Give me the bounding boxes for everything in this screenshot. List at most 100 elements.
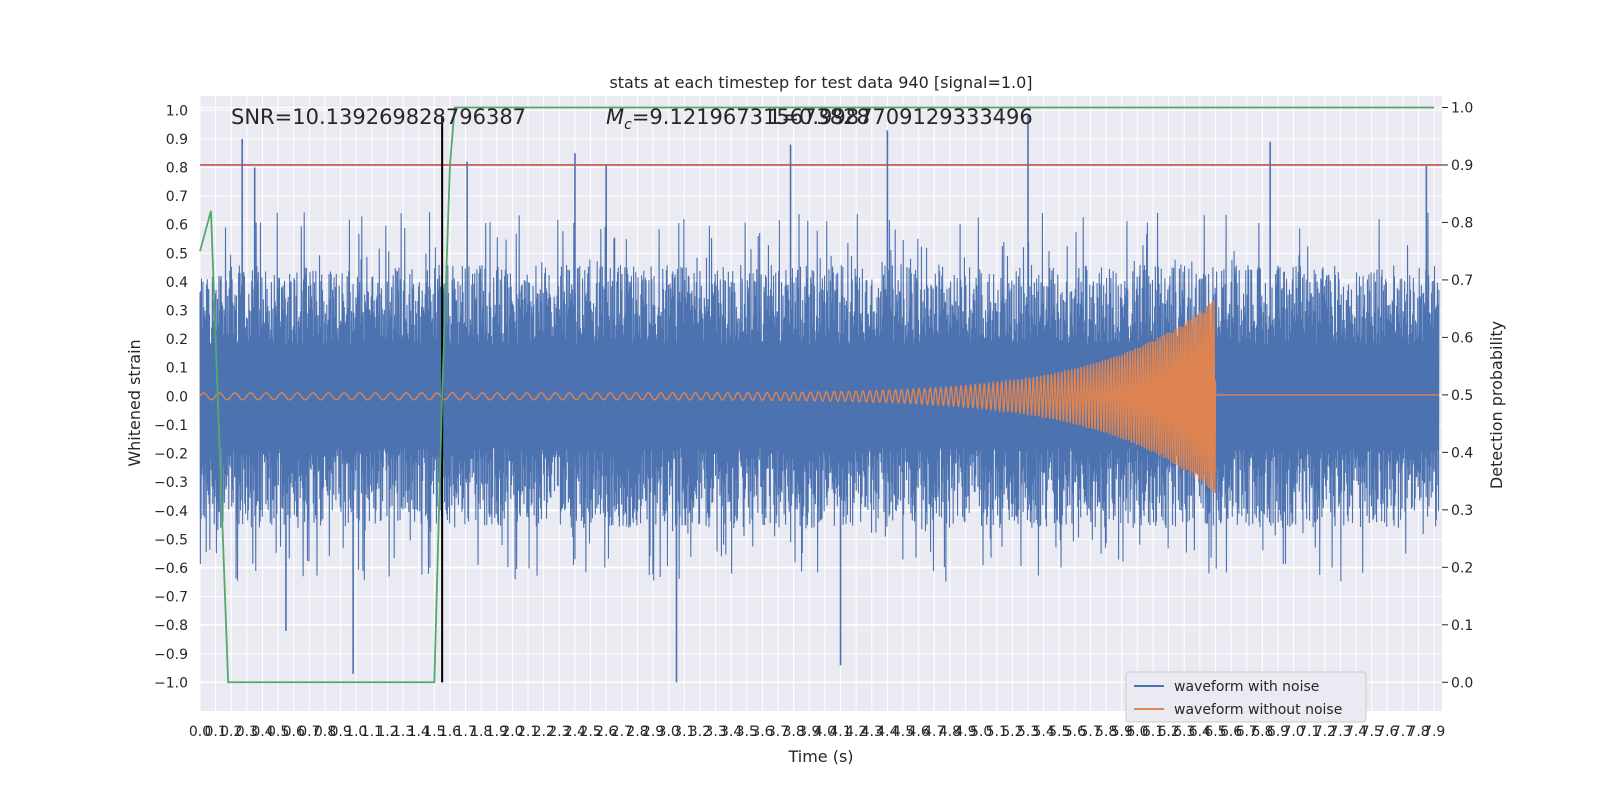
x-tick-label: 1.4 — [408, 724, 430, 740]
x-tick-label: 2.9 — [642, 724, 664, 740]
y2-tick-label: 0.7 — [1451, 273, 1473, 289]
y-tick-label: −0.1 — [154, 418, 188, 434]
x-tick-label: 1.5 — [423, 724, 445, 740]
x-tick-label: 4.0 — [814, 724, 836, 740]
x-tick-label: 4.5 — [892, 724, 914, 740]
noisy-waveform-line — [199, 212, 1440, 582]
x-tick-label: 2.3 — [548, 724, 570, 740]
series-waveform-with-noise — [199, 116, 1440, 683]
legend-label: waveform without noise — [1174, 702, 1342, 718]
x-tick-label: 3.1 — [673, 724, 695, 740]
y2-tick-label: 0.9 — [1451, 158, 1473, 174]
x-tick-label: 3.6 — [751, 724, 773, 740]
y-tick-label: 1.0 — [166, 103, 188, 119]
x-tick-label: 2.1 — [517, 724, 539, 740]
x-tick-label: 6.2 — [1157, 724, 1179, 740]
y-axis-ticks: −1.0 −0.9 −0.8 −0.7 −0.6 −0.5 −0.4 −0.3 −0.2 −0.1… — [154, 103, 188, 691]
x-tick-label: 1.9 — [486, 724, 508, 740]
x-axis-ticks: 0.00.10.20.30.40.50.60.70.80.91.01.11.21… — [189, 724, 1445, 740]
x-tick-label: 5.0 — [970, 724, 992, 740]
y-tick-label: −0.4 — [154, 504, 188, 520]
x-tick-label: 7.4 — [1345, 724, 1367, 740]
y-tick-label: 0.3 — [166, 304, 188, 320]
y-tick-label: −0.9 — [154, 647, 188, 663]
series-waveform-without-noise — [199, 300, 1439, 493]
x-tick-label: 7.2 — [1314, 724, 1336, 740]
x-tick-label: 4.2 — [845, 724, 867, 740]
x-tick-label: 0.7 — [298, 724, 320, 740]
x-tick-label: 6.5 — [1204, 724, 1226, 740]
y2-tick-label: 0.5 — [1451, 388, 1473, 404]
y2-tick-label: 0.4 — [1451, 445, 1473, 461]
y-tick-label: −0.5 — [154, 532, 188, 548]
x-tick-label: 2.2 — [533, 724, 555, 740]
x-tick-label: 3.9 — [798, 724, 820, 740]
detection-probability-line — [199, 106, 1435, 684]
x-tick-label: 2.4 — [564, 724, 586, 740]
x-tick-label: 3.7 — [767, 724, 789, 740]
x-tick-label: 1.3 — [392, 724, 414, 740]
y2-tick-label: 0.2 — [1451, 560, 1473, 576]
x-tick-label: 0.4 — [251, 724, 273, 740]
x-tick-label: 0.2 — [220, 724, 242, 740]
x-tick-label: 3.0 — [658, 724, 680, 740]
y-tick-label: 0.6 — [166, 218, 188, 234]
legend-box — [1125, 671, 1367, 723]
snr-annotation: SNR=10.139269828796387 — [231, 105, 526, 129]
y2-tick-label: 0.8 — [1451, 215, 1473, 231]
x-tick-label: 7.0 — [1282, 724, 1304, 740]
x-tick-label: 4.6 — [908, 724, 930, 740]
y-tick-label: 0.4 — [166, 275, 188, 291]
x-tick-label: 7.6 — [1376, 724, 1398, 740]
x-tick-label: 1.0 — [345, 724, 367, 740]
y-tick-label: −0.2 — [154, 447, 188, 463]
x-tick-label: 6.6 — [1220, 724, 1242, 740]
x-tick-label: 2.7 — [611, 724, 633, 740]
x-tick-label: 1.6 — [439, 724, 461, 740]
x-tick-label: 2.0 — [501, 724, 523, 740]
y-tick-label: −1.0 — [154, 675, 188, 691]
y-tick-label: 0.7 — [166, 189, 188, 205]
x-tick-label: 4.3 — [861, 724, 883, 740]
legend-label: waveform with noise — [1174, 679, 1319, 695]
chart-title: stats at each timestep for test data 940… — [609, 73, 1032, 92]
y2-tick-label: 0.1 — [1451, 618, 1473, 634]
x-tick-label: 6.7 — [1236, 724, 1258, 740]
y2-axis-label: Detection probability — [1487, 321, 1506, 489]
x-tick-label: 4.1 — [829, 724, 851, 740]
x-tick-label: 1.8 — [470, 724, 492, 740]
y2-tick-label: 0.0 — [1451, 675, 1473, 691]
annotations: SNR=10.139269828796387 Mc=9.1219673156738… — [231, 105, 1033, 133]
x-tick-label: 0.3 — [236, 724, 258, 740]
x-tick-label: 5.5 — [1048, 724, 1070, 740]
y-tick-label: 0.0 — [166, 389, 188, 405]
y-tick-label: 0.9 — [166, 132, 188, 148]
y2-tick-label: 0.6 — [1451, 330, 1473, 346]
x-tick-label: 4.9 — [954, 724, 976, 740]
x-tick-label: 5.8 — [1095, 724, 1117, 740]
x-tick-label: 6.9 — [1267, 724, 1289, 740]
x-tick-label: 7.5 — [1361, 724, 1383, 740]
chirp-mass-annotation: Mc=9.121967315673828 — [606, 105, 870, 133]
x-tick-label: 0.1 — [204, 724, 226, 740]
x-tick-label: 0.9 — [329, 724, 351, 740]
x-tick-label: 0.5 — [267, 724, 289, 740]
x-tick-label: 0.0 — [189, 724, 211, 740]
x-tick-label: 5.3 — [1017, 724, 1039, 740]
x-tick-label: 4.8 — [939, 724, 961, 740]
x-tick-label: 3.8 — [783, 724, 805, 740]
x-tick-label: 4.4 — [876, 724, 898, 740]
legend: waveform with noise waveform without nois… — [1125, 671, 1367, 723]
y2-tick-label: 0.3 — [1451, 503, 1473, 519]
x-tick-label: 2.8 — [626, 724, 648, 740]
x-tick-label: 3.3 — [704, 724, 726, 740]
x-tick-label: 7.1 — [1298, 724, 1320, 740]
x-tick-label: 5.1 — [986, 724, 1008, 740]
y-axis-label: Whitened strain — [125, 339, 144, 466]
x-tick-label: 0.8 — [314, 724, 336, 740]
probability-annotation: 1=0.9987709129333496 — [768, 105, 1033, 129]
x-tick-label: 5.2 — [1001, 724, 1023, 740]
overlay-lines — [199, 106, 1442, 684]
x-tick-label: 2.6 — [595, 724, 617, 740]
